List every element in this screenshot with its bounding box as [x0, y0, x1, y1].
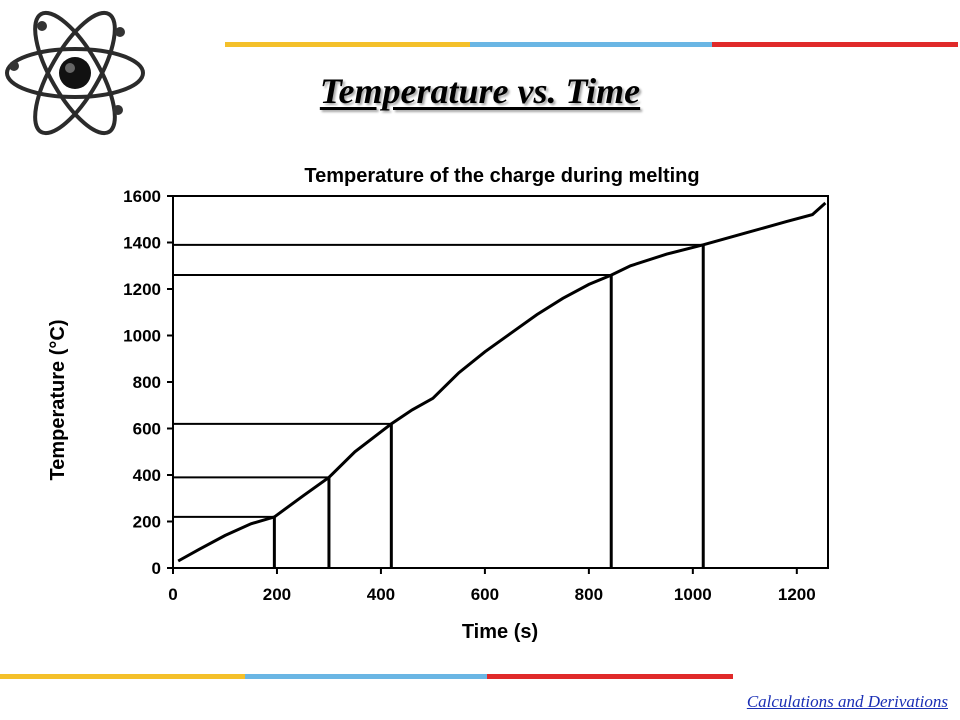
- y-tick-label: 1200: [123, 280, 161, 299]
- chart-title: Temperature of the charge during melting: [304, 165, 699, 187]
- temperature-curve: [177, 201, 827, 563]
- x-tick-label: 600: [471, 585, 499, 604]
- y-tick-label: 1400: [123, 234, 161, 253]
- bottom-stripe-blue: [245, 674, 487, 679]
- y-tick-label: 800: [133, 373, 161, 392]
- x-tick-label: 1000: [674, 585, 712, 604]
- y-tick-label: 600: [133, 420, 161, 439]
- y-tick-label: 1000: [123, 327, 161, 346]
- top-stripe-yellow: [225, 42, 470, 47]
- plot-frame: [172, 195, 829, 569]
- y-tick-label: 1600: [123, 187, 161, 206]
- top-stripe-red: [712, 42, 958, 47]
- bottom-stripe-yellow: [0, 674, 245, 679]
- y-tick-label: 200: [133, 513, 161, 532]
- x-tick-label: 400: [367, 585, 395, 604]
- x-tick-label: 200: [263, 585, 291, 604]
- x-tick-label: 800: [575, 585, 603, 604]
- y-tick-label: 0: [152, 559, 161, 578]
- y-axis-label: Temperature (°C): [47, 320, 69, 481]
- bottom-stripe-red: [487, 674, 733, 679]
- y-tick-label: 400: [133, 466, 161, 485]
- x-axis-label: Time (s): [462, 621, 538, 643]
- top-stripe-blue: [470, 42, 712, 47]
- atom-icon: [5, 10, 145, 136]
- footer-label[interactable]: Calculations and Derivations: [746, 692, 948, 711]
- slide-title: Temperature vs. Time: [319, 71, 641, 111]
- x-tick-label: 1200: [778, 585, 816, 604]
- x-tick-label: 0: [168, 585, 177, 604]
